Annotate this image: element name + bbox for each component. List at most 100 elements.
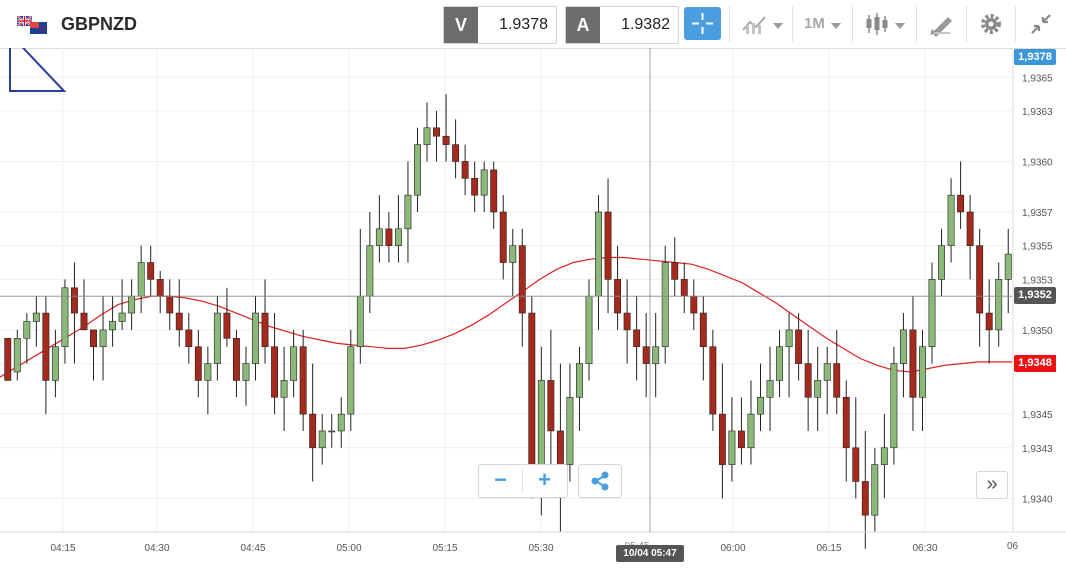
- buy-price-button[interactable]: A 1.9382: [565, 6, 679, 44]
- sell-price: 1.9378: [499, 16, 548, 33]
- candle-body: [337, 413, 345, 432]
- drawing-tools-button[interactable]: [922, 6, 962, 42]
- candle: [128, 279, 136, 330]
- candle-body: [318, 430, 326, 449]
- candle: [471, 161, 479, 212]
- y-tick-label: 1,9343: [1022, 444, 1053, 455]
- candle: [99, 296, 107, 381]
- x-tick-label: 05:15: [432, 543, 457, 554]
- candle: [51, 329, 59, 398]
- candlestick-icon: [866, 13, 888, 35]
- candle-body: [985, 312, 993, 331]
- candle-body: [261, 312, 269, 348]
- candle: [823, 346, 831, 415]
- candle-body: [356, 295, 364, 348]
- candle: [414, 127, 421, 212]
- candle-body: [909, 329, 917, 398]
- crosshair-price-label: 1,9352: [1014, 287, 1056, 304]
- candle: [776, 329, 784, 398]
- triangle-drawing[interactable]: [9, 48, 67, 92]
- candle-body: [80, 312, 88, 331]
- candle: [785, 313, 793, 398]
- candle-body: [776, 346, 784, 381]
- candle-body: [890, 363, 898, 449]
- candle-body: [23, 321, 31, 339]
- candle: [699, 296, 707, 381]
- candle-body: [42, 312, 50, 381]
- candle: [394, 195, 402, 263]
- candle: [90, 329, 97, 381]
- candle-body: [709, 346, 717, 415]
- candle-body: [404, 194, 412, 230]
- y-tick-label: 1,9350: [1022, 326, 1053, 337]
- candle: [614, 245, 622, 330]
- candle-body: [537, 380, 545, 465]
- collapse-arrows-icon: [1031, 14, 1051, 34]
- candle: [547, 329, 555, 465]
- candle-body: [71, 287, 78, 314]
- scroll-to-latest-button[interactable]: »: [976, 471, 1008, 499]
- candle: [766, 346, 774, 431]
- y-tick-label: 1,9357: [1022, 208, 1053, 219]
- candle: [709, 329, 717, 431]
- indicators-button[interactable]: [736, 6, 788, 42]
- candle: [433, 110, 440, 162]
- collapse-button[interactable]: [1020, 6, 1062, 42]
- candle: [899, 313, 907, 398]
- candle-body: [480, 169, 488, 196]
- candle-body: [595, 211, 602, 297]
- candle-body: [852, 447, 860, 482]
- candle: [147, 245, 155, 297]
- candle: [80, 279, 88, 331]
- candle-body: [871, 464, 879, 516]
- candle: [213, 296, 221, 381]
- candle: [194, 329, 202, 398]
- crosshair-toggle-button[interactable]: [684, 7, 721, 40]
- zoom-out-button[interactable]: −: [494, 467, 507, 492]
- x-tick-label: 06:30: [912, 543, 937, 554]
- candle-body: [509, 245, 517, 263]
- candle: [185, 313, 193, 364]
- candle: [328, 414, 336, 448]
- candle-body: [232, 338, 240, 381]
- candle-body: [880, 447, 888, 465]
- candle-body: [252, 312, 259, 364]
- candle-body: [861, 481, 869, 516]
- candle: [166, 279, 174, 330]
- chart-type-dropdown[interactable]: [858, 6, 912, 42]
- candle: [490, 161, 498, 229]
- candle: [423, 102, 431, 162]
- candle: [109, 296, 117, 347]
- candle-body: [433, 127, 440, 137]
- candle-body: [547, 380, 555, 432]
- settings-button[interactable]: [972, 6, 1010, 42]
- candle: [404, 161, 412, 263]
- candle: [814, 346, 822, 431]
- share-icon: [591, 471, 609, 491]
- candle: [757, 363, 764, 431]
- candle-body: [90, 329, 97, 348]
- candle-body: [699, 312, 707, 348]
- sell-price-button[interactable]: V 1.9378: [443, 6, 557, 44]
- price-chart[interactable]: 1,93651,93631,93601,93571,93551,93531,93…: [0, 48, 1066, 572]
- buy-tag: A: [566, 7, 600, 43]
- candle-body: [13, 338, 21, 373]
- timeframe-dropdown[interactable]: [798, 6, 848, 42]
- y-tick-label: 1,9365: [1022, 73, 1053, 84]
- zoom-controls: − +: [478, 464, 568, 498]
- candle: [718, 363, 726, 499]
- candle: [242, 346, 250, 406]
- candle-body: [147, 262, 155, 280]
- candle-body: [671, 262, 679, 280]
- candle: [737, 397, 745, 465]
- candle-body: [109, 321, 117, 331]
- candle-body: [661, 262, 669, 348]
- candle-body: [414, 144, 421, 196]
- sell-price-axis-tag: 1,9378: [1014, 49, 1056, 65]
- candle-body: [328, 430, 336, 433]
- candle-body: [32, 312, 40, 322]
- y-tick-label: 1,9353: [1022, 275, 1053, 286]
- candle: [928, 262, 936, 364]
- share-button[interactable]: [578, 464, 622, 498]
- zoom-in-button[interactable]: +: [538, 467, 551, 492]
